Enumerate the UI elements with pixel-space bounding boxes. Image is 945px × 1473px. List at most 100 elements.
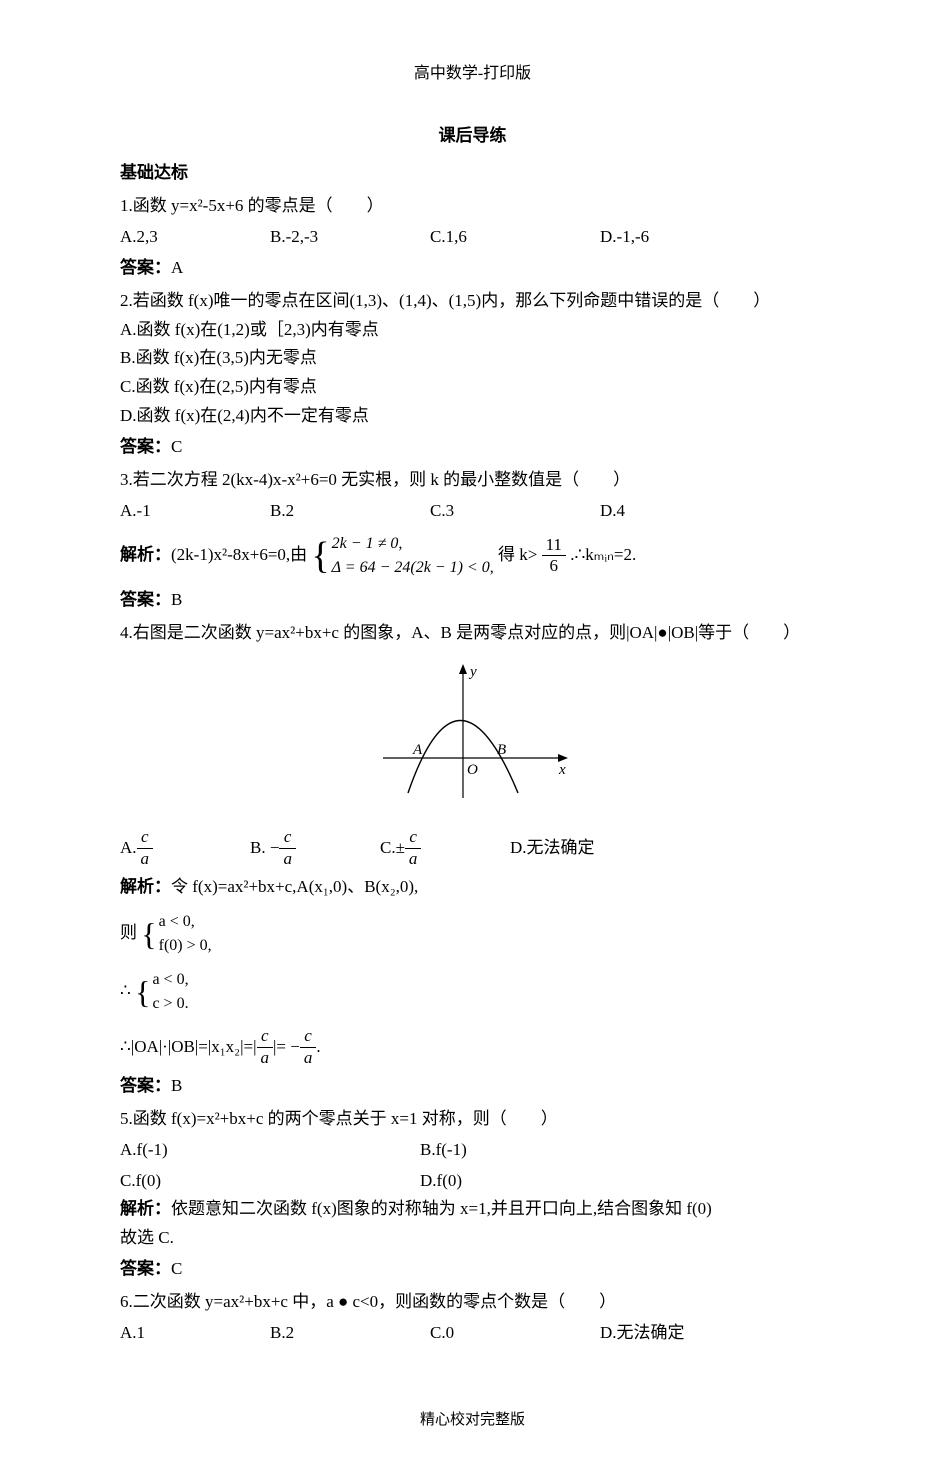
q1-opt-a: A.2,3 bbox=[120, 223, 270, 252]
q2-answer-label: 答案： bbox=[120, 437, 171, 456]
origin-label: O bbox=[467, 762, 478, 778]
q4-opt-a-frac: c a bbox=[137, 827, 154, 869]
q4-concl-mid: |= − bbox=[273, 1033, 300, 1062]
q3-analysis: 解析：(2k-1)x²-8x+6=0,由 { 2k − 1 ≠ 0, Δ = 6… bbox=[120, 532, 825, 580]
q5-opt-a: A.f(-1) bbox=[120, 1136, 420, 1165]
q4-concl-pre: ∴|OA|·|OB|=|x₁x₂|=| bbox=[120, 1033, 257, 1062]
q5-analysis-text2: 故选 C. bbox=[120, 1224, 825, 1253]
q4-analysis-line1: 解析：令 f(x)=ax²+bx+c,A(x₁,0)、B(x₂,0), bbox=[120, 873, 825, 902]
question-2-text: 2.若函数 f(x)唯一的零点在区间(1,3)、(1,4)、(1,5)内，那么下… bbox=[120, 287, 825, 316]
point-b-label: B bbox=[497, 742, 506, 758]
question-1-options: A.2,3 B.-2,-3 C.1,6 D.-1,-6 bbox=[120, 223, 825, 252]
q3-frac-num: 11 bbox=[542, 535, 566, 556]
q4-conclusion: ∴|OA|·|OB|=|x₁x₂|=| c a |= − c a . bbox=[120, 1026, 825, 1068]
q4-opt-a: A. c a bbox=[120, 827, 250, 869]
q5-opt-c: C.f(0) bbox=[120, 1167, 420, 1196]
q4-concl-f2-num: c bbox=[300, 1026, 317, 1047]
q4-b-num: c bbox=[279, 827, 296, 848]
q1-opt-d: D.-1,-6 bbox=[600, 223, 649, 252]
q4-analysis-sys2: ∴ { a < 0, c > 0. bbox=[120, 968, 825, 1016]
brace-left-icon: { bbox=[135, 976, 150, 1008]
q4-answer: 答案：B bbox=[120, 1072, 825, 1101]
q4-opt-b-frac: c a bbox=[279, 827, 296, 869]
x-axis-label: x bbox=[558, 762, 566, 778]
q5-opt-d: D.f(0) bbox=[420, 1167, 462, 1196]
q3-frac-den: 6 bbox=[542, 556, 566, 576]
q6-opt-b: B.2 bbox=[270, 1319, 430, 1348]
page-title: 课后导练 bbox=[120, 122, 825, 151]
brace-left-icon: { bbox=[311, 537, 329, 575]
q6-opt-d: D.无法确定 bbox=[600, 1319, 685, 1348]
q4-c-num: c bbox=[405, 827, 422, 848]
q5-answer-label: 答案： bbox=[120, 1259, 171, 1278]
q4-concl-post: . bbox=[316, 1033, 320, 1062]
q3-answer: 答案：B bbox=[120, 586, 825, 615]
q4-concl-frac1: c a bbox=[257, 1026, 274, 1068]
question-5-options-row2: C.f(0) D.f(0) bbox=[120, 1167, 825, 1196]
q4-brace-2: { a < 0, c > 0. bbox=[135, 968, 188, 1016]
q1-answer: 答案：A bbox=[120, 254, 825, 283]
question-1-text: 1.函数 y=x²-5x+6 的零点是（ ） bbox=[120, 192, 825, 221]
y-axis-label: y bbox=[468, 664, 477, 680]
q4-opt-c-pre: C.± bbox=[380, 834, 405, 863]
q3-analysis-label: 解析： bbox=[120, 545, 171, 564]
q4-opt-c: C.± c a bbox=[380, 827, 510, 869]
question-5-options-row1: A.f(-1) B.f(-1) bbox=[120, 1136, 825, 1165]
q4-concl-f1-num: c bbox=[257, 1026, 274, 1047]
y-axis-arrow-icon bbox=[459, 664, 467, 674]
q3-opt-a: A.-1 bbox=[120, 497, 270, 526]
q3-sys-line1: 2k − 1 ≠ 0, bbox=[332, 532, 494, 556]
q4-concl-frac2: c a bbox=[300, 1026, 317, 1068]
q6-opt-c: C.0 bbox=[430, 1319, 600, 1348]
q4-opt-d: D.无法确定 bbox=[510, 834, 595, 863]
q4-opt-c-frac: c a bbox=[405, 827, 422, 869]
question-4-options: A. c a B. − c a C.± c a D.无法确定 bbox=[120, 827, 825, 869]
q4-sys2-l2: c > 0. bbox=[152, 992, 188, 1016]
q5-answer-value: C bbox=[171, 1259, 182, 1278]
q2-answer-value: C bbox=[171, 437, 182, 456]
q4-sys1-l2: f(0) > 0, bbox=[159, 934, 212, 958]
q1-answer-label: 答案： bbox=[120, 258, 171, 277]
q2-answer: 答案：C bbox=[120, 433, 825, 462]
q3-opt-d: D.4 bbox=[600, 497, 625, 526]
question-5-text: 5.函数 f(x)=x²+bx+c 的两个零点关于 x=1 对称，则（ ） bbox=[120, 1105, 825, 1134]
q5-analysis-text: 依题意知二次函数 f(x)图象的对称轴为 x=1,并且开口向上,结合图象知 f(… bbox=[171, 1199, 712, 1218]
q4-analysis-label: 解析： bbox=[120, 877, 171, 896]
q4-analysis-text: 令 f(x)=ax²+bx+c,A(x₁,0)、B(x₂,0), bbox=[171, 877, 418, 896]
q4-analysis-sys1: 则 { a < 0, f(0) > 0, bbox=[120, 910, 825, 958]
q4-brace-1: { a < 0, f(0) > 0, bbox=[141, 910, 211, 958]
q4-opt-b-pre: B. − bbox=[250, 834, 279, 863]
q4-sys1-l1: a < 0, bbox=[159, 910, 212, 934]
q4-figure: y x A B O bbox=[120, 658, 825, 818]
q6-opt-a: A.1 bbox=[120, 1319, 270, 1348]
q5-answer: 答案：C bbox=[120, 1255, 825, 1284]
q2-opt-b: B.函数 f(x)在(3,5)内无零点 bbox=[120, 344, 825, 373]
q4-therefore-label: ∴ bbox=[120, 981, 131, 1000]
x-axis-arrow-icon bbox=[558, 754, 568, 762]
q3-brace-system: { 2k − 1 ≠ 0, Δ = 64 − 24(2k − 1) < 0, bbox=[311, 532, 493, 580]
q4-opt-a-pre: A. bbox=[120, 834, 137, 863]
q4-answer-value: B bbox=[171, 1076, 182, 1095]
parabola-figure-svg: y x A B O bbox=[373, 658, 573, 808]
q4-answer-label: 答案： bbox=[120, 1076, 171, 1095]
q4-ze-label: 则 bbox=[120, 923, 137, 942]
q4-opt-b: B. − c a bbox=[250, 827, 380, 869]
q4-a-num: c bbox=[137, 827, 154, 848]
question-3-text: 3.若二次方程 2(kx-4)x-x²+6=0 无实根，则 k 的最小整数值是（… bbox=[120, 466, 825, 495]
point-a-label: A bbox=[412, 742, 423, 758]
q3-opt-b: B.2 bbox=[270, 497, 430, 526]
q3-opt-c: C.3 bbox=[430, 497, 600, 526]
q4-a-den: a bbox=[137, 849, 154, 869]
brace-left-icon: { bbox=[141, 918, 156, 950]
question-3-options: A.-1 B.2 C.3 D.4 bbox=[120, 497, 825, 526]
q3-sys-line2: Δ = 64 − 24(2k − 1) < 0, bbox=[332, 556, 494, 580]
q2-opt-a: A.函数 f(x)在(1,2)或［2,3)内有零点 bbox=[120, 316, 825, 345]
q5-analysis: 解析：依题意知二次函数 f(x)图象的对称轴为 x=1,并且开口向上,结合图象知… bbox=[120, 1195, 825, 1224]
q3-fraction: 11 6 bbox=[542, 535, 566, 577]
question-4-text: 4.右图是二次函数 y=ax²+bx+c 的图象，A、B 是两零点对应的点，则|… bbox=[120, 619, 825, 648]
q4-b-den: a bbox=[279, 849, 296, 869]
q1-opt-c: C.1,6 bbox=[430, 223, 600, 252]
q4-c-den: a bbox=[405, 849, 422, 869]
q4-concl-f2-den: a bbox=[300, 1048, 317, 1068]
q5-analysis-label: 解析： bbox=[120, 1199, 171, 1218]
